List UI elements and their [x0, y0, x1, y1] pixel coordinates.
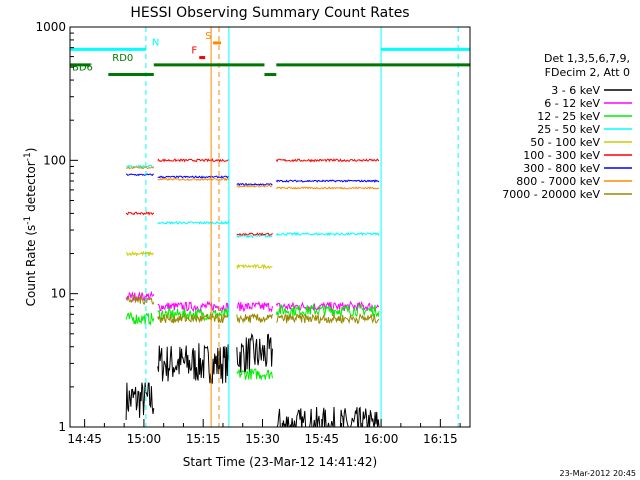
y-tick-label-1000: 1000: [35, 20, 66, 34]
series-300-800-kev-line: [125, 173, 380, 187]
x-tick-label-15-15: 15:15: [186, 432, 221, 446]
series-800-7000-kev-line: [125, 166, 380, 190]
flag-rd0-label: RD0: [112, 53, 133, 64]
series-100-300-kev-line: [125, 157, 380, 236]
legend-label-3-6-kev: 3 - 6 keV: [551, 84, 600, 97]
flag-n-label: N: [152, 37, 159, 48]
series-3-6-kev-line: [125, 332, 380, 428]
plot-frame: [69, 26, 471, 428]
legend-label-7000-20000-kev: 7000 - 20000 keV: [502, 188, 600, 201]
x-tick-label-15-30: 15:30: [245, 432, 280, 446]
series-7000-20000-kev-line: [125, 294, 380, 325]
legend-label-300-800-kev: 300 - 800 keV: [523, 162, 600, 175]
x-tick-label-15-00: 15:00: [127, 432, 162, 446]
x-tick-label-15-45: 15:45: [304, 432, 339, 446]
legend-label-25-50-kev: 25 - 50 keV: [537, 123, 600, 136]
legend-label-100-300-kev: 100 - 300 keV: [523, 149, 600, 162]
legend: Det 1,3,5,6,7,9, FDecim 2, Att 0 3 - 6 k…: [502, 52, 632, 201]
series-25-50-kev-line: [125, 164, 380, 239]
legend-label-6-12-kev: 6 - 12 keV: [544, 97, 600, 110]
series-layer: [125, 157, 380, 428]
chart-title: HESSI Observing Summary Count Rates: [130, 5, 409, 21]
timestamp: 23-Mar-2012 20:45: [560, 469, 637, 478]
axis-layer: 14:45 15:00 15:15 15:30 15:45 16:00 16:15 1 10 10…: [35, 20, 461, 446]
series-12-25-kev-line: [125, 303, 380, 381]
x-axis-label: Start Time (23-Mar-12 14:41:42): [183, 455, 377, 469]
series-50-100-kev-line: [125, 250, 273, 271]
series-6-12-kev-line: [125, 290, 380, 313]
flag-bd6-label: BD6: [72, 63, 93, 74]
flag-f-label: F: [191, 46, 197, 57]
legend-header-line-2: FDecim 2, Att 0: [545, 66, 630, 79]
vline-layer: [145, 27, 459, 427]
x-tick-label-16-15: 16:15: [423, 432, 458, 446]
y-tick-label-1: 1: [58, 420, 66, 434]
x-tick-label-14-45: 14:45: [67, 432, 102, 446]
legend-header-line-1: Det 1,3,5,6,7,9,: [544, 52, 630, 65]
flag-layer: N RD0 BD6 SF: [70, 31, 470, 77]
y-tick-label-100: 100: [43, 153, 66, 167]
x-tick-label-16-00: 16:00: [364, 432, 399, 446]
legend-label-800-7000-kev: 800 - 7000 keV: [516, 175, 600, 188]
y-axis-label: Count Rate (s-1 detector-1): [23, 148, 38, 307]
flag-s-label: S: [205, 31, 211, 42]
legend-label-12-25-kev: 12 - 25 keV: [537, 110, 600, 123]
y-tick-label-10: 10: [51, 287, 66, 301]
legend-label-50-100-kev: 50 - 100 keV: [530, 136, 600, 149]
